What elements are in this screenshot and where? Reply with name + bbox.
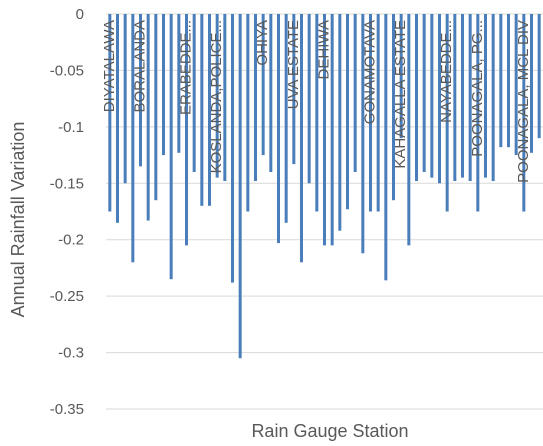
category-label: OHIYA [254,20,271,66]
bar [185,14,188,246]
bar [476,14,480,212]
category-label: POONAGALA, MCL DIV [515,20,532,183]
bar [177,14,181,153]
category-label: DEHIWA [316,20,333,79]
y-tick-labels: 0 -0.05 -0.1 -0.15 -0.2 -0.25 -0.3 -0.35 [50,6,84,418]
category-labels: DIYATALAWA BORALANDA ERABEDDE... KOSLANDA,P… [101,20,532,183]
x-axis-title: Rain Gauge Station [251,421,408,441]
bar [461,14,464,178]
bar [254,14,257,182]
bar [215,14,219,178]
bar [238,14,242,359]
bar [369,14,372,212]
bar [537,14,541,139]
bar [507,14,510,148]
bar [231,14,234,283]
bar [514,14,518,156]
bar [139,14,142,167]
bar [323,14,326,246]
bar [484,14,487,178]
bar [338,14,342,231]
bar [154,14,158,201]
bar [169,14,173,280]
bar [430,14,434,178]
bar [445,14,449,212]
bar [108,14,112,212]
bars [108,14,541,359]
bar [246,14,250,212]
bar [223,14,227,182]
category-label: POONAGALA, PG... [469,20,486,157]
bar [499,14,503,148]
category-label: ERABEDDE... [178,20,195,115]
bar [415,14,418,182]
bar [269,14,273,172]
y-tick-label: -0.15 [50,175,84,192]
bar [438,14,441,184]
category-label: BORALANDA [132,20,149,113]
bar [392,14,395,201]
y-tick-label: -0.2 [58,232,84,249]
bar [146,14,150,221]
y-axis-title: Annual Rainfall Variation [8,122,28,318]
category-label: DIYATALAWA [101,20,118,112]
bar [491,14,495,182]
bar [376,14,380,212]
bar [384,14,388,281]
bar [123,14,127,184]
bar [330,14,334,246]
y-tick-label: -0.3 [58,345,84,362]
bar [361,14,365,254]
bar [192,14,196,172]
y-tick-label: -0.25 [50,288,84,305]
bar [261,14,265,156]
bar [422,14,426,172]
bar [315,14,319,212]
bar [208,14,211,206]
category-label: KAHAGALLA ESTATE [392,20,409,169]
y-tick-label: -0.35 [50,401,84,418]
bar [346,14,349,210]
bar [353,14,357,172]
bar [453,14,457,182]
bar [116,14,119,223]
category-label: UVA ESTATE [285,20,302,109]
bar [277,14,280,244]
category-label: KOSLANDA,POLICE... [208,20,225,173]
bar [407,14,411,246]
bar [522,14,526,212]
category-label: NAYABEDDE... [438,20,455,123]
bar [162,14,165,156]
y-tick-label: 0 [76,6,84,23]
bar [284,14,288,223]
bar [399,14,403,139]
bar [131,14,135,263]
bar [200,14,204,206]
bar [300,14,303,263]
bar [530,14,533,153]
bar [468,14,472,182]
y-tick-label: -0.05 [50,62,84,79]
bar [292,14,296,165]
y-tick-label: -0.1 [58,119,84,136]
bar [307,14,311,184]
category-label: GONAMOTAVA [362,20,379,124]
